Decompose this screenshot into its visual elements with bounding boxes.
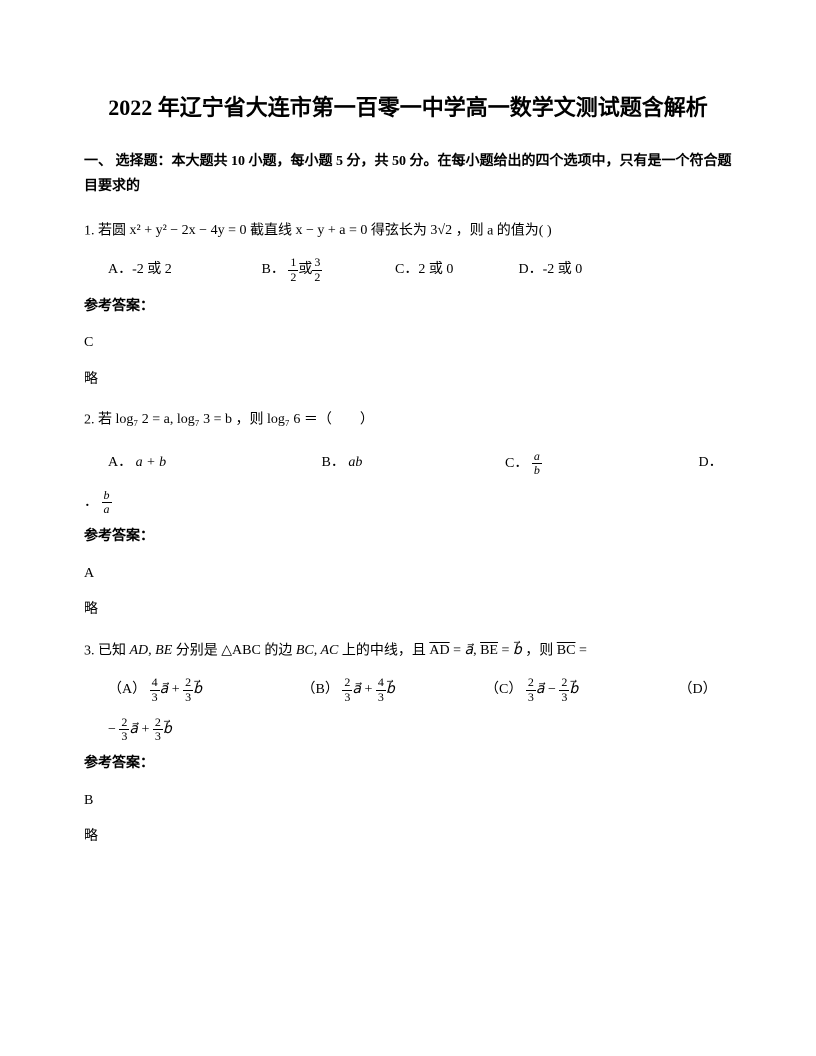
q1-optB-or: 或	[298, 262, 312, 277]
q2-answer-label: 参考答案：	[84, 526, 732, 548]
q3-vec-a4: a⃗	[129, 722, 138, 737]
q2-optA: a + b	[136, 455, 166, 470]
q3-neg: −	[108, 722, 119, 737]
q1-optA-label: A．	[108, 262, 132, 277]
q2-optC-frac: ab	[532, 450, 542, 477]
q3-mid1: 分别是	[176, 643, 218, 658]
q3-optA-f2: 23	[183, 676, 193, 703]
q3-optD-f1: 23	[119, 716, 129, 743]
q3-mid3: 上的中线，且	[342, 643, 426, 658]
q1-prefix: 1. 若圆	[84, 223, 126, 238]
q1-mid2: 得弦长为	[371, 223, 427, 238]
q3-answer: B	[84, 790, 732, 812]
q2-answer: A	[84, 563, 732, 585]
question-2: 2. 若 log₇ 2 = a, log₇ 3 = b ，则 log₇ 6 ＝（…	[84, 409, 732, 432]
q1-eq2: x − y + a = 0	[295, 223, 370, 238]
q1-optB-label: B．	[262, 262, 285, 277]
q1-optD-label: D．	[519, 262, 543, 277]
section-header: 一、 选择题：本大题共 10 小题，每小题 5 分，共 50 分。在每小题给出的…	[84, 149, 732, 199]
q3-optB-f1: 23	[342, 676, 352, 703]
q3-minus1: −	[544, 682, 559, 697]
exam-title: 2022 年辽宁省大连市第一百零一中学高一数学文测试题含解析	[84, 90, 732, 125]
q2-eq1: log₇ 2 = a, log₇ 3 = b	[116, 412, 236, 427]
q3-plus3: +	[138, 722, 153, 737]
q2-optD-frac: ba	[102, 489, 112, 516]
q3-optD-label: （D）	[679, 682, 717, 697]
q1-optC: 2 或 0	[418, 262, 453, 277]
q3-answer-label: 参考答案：	[84, 753, 732, 775]
q1-optD: -2 或 0	[543, 262, 583, 277]
q3-optC-f1: 23	[526, 676, 536, 703]
q3-optC-f2: 23	[559, 676, 569, 703]
question-3: 3. 已知 AD, BE 分别是 △ABC 的边 BC, AC 上的中线，且 A…	[84, 640, 732, 663]
q3-eq1: AD, BE	[130, 643, 176, 658]
q3-vec-b2: b⃗	[386, 682, 395, 697]
q3-optA-label: （A）	[108, 682, 146, 697]
q2-note: 略	[84, 599, 732, 621]
question-1: 1. 若圆 x² + y² − 2x − 4y = 0 截直线 x − y + …	[84, 220, 732, 243]
q3-mid2: 的边	[264, 643, 292, 658]
q1-eq3: 3√2	[430, 223, 455, 238]
q1-optB-frac1: 12	[288, 256, 298, 283]
q2-eq2: log₇ 6	[267, 412, 304, 427]
q2-optD-wrap: ． ba	[84, 489, 732, 516]
q1-optB-frac2: 32	[312, 256, 322, 283]
q3-optD-f2: 23	[153, 716, 163, 743]
q2-options: A． a + b B． ab C． ab D．	[84, 450, 732, 477]
q3-eq4: AD = a⃗, BE = b⃗	[429, 643, 521, 658]
q3-note: 略	[84, 826, 732, 848]
q3-plus2: +	[361, 682, 376, 697]
q3-vec-a2: a⃗	[352, 682, 361, 697]
q1-mid1: 截直线	[250, 223, 292, 238]
q2-optA-label: A．	[108, 455, 132, 470]
q2-optB-label: B．	[322, 455, 345, 470]
q1-answer: C	[84, 332, 732, 354]
q3-optB-f2: 43	[376, 676, 386, 703]
q2-optB: ab	[348, 455, 362, 470]
q1-note: 略	[84, 369, 732, 391]
q3-mid4: ，则	[525, 643, 553, 658]
q3-eq5: BC =	[557, 643, 587, 658]
q2-mid1: ，则	[236, 412, 264, 427]
q3-options-row1: （A） 43a⃗ + 23b⃗ （B） 23a⃗ + 43b⃗ （C） 23a⃗…	[84, 676, 732, 703]
q3-optB-label: （B）	[302, 682, 339, 697]
q3-vec-b3: b⃗	[569, 682, 578, 697]
q3-vec-a1: a⃗	[160, 682, 169, 697]
q1-eq1: x² + y² − 2x − 4y = 0	[130, 223, 250, 238]
q3-eq3: BC, AC	[296, 643, 342, 658]
q3-eq2: △ABC	[221, 643, 264, 658]
q2-optD-label: D．	[699, 455, 723, 470]
q1-answer-label: 参考答案：	[84, 296, 732, 318]
q1-optA: -2 或 2	[132, 262, 172, 277]
q3-vec-b1: b⃗	[193, 682, 202, 697]
q2-optC-label: C．	[505, 456, 528, 471]
q3-optC-label: （C）	[485, 682, 522, 697]
q1-optC-label: C．	[395, 262, 418, 277]
q2-prefix: 2. 若	[84, 412, 112, 427]
q3-vec-b4: b⃗	[163, 722, 172, 737]
q3-optA-f1: 43	[150, 676, 160, 703]
q3-optD-expr: − 23a⃗ + 23b⃗	[84, 716, 732, 743]
q1-options: A．-2 或 2 B． 12或32 C．2 或 0 D．-2 或 0	[84, 256, 732, 283]
q3-prefix: 3. 已知	[84, 643, 126, 658]
q2-suffix: ＝（ ）	[304, 412, 374, 427]
q3-plus1: +	[168, 682, 183, 697]
q1-suffix: ，则 a 的值为( )	[456, 223, 552, 238]
